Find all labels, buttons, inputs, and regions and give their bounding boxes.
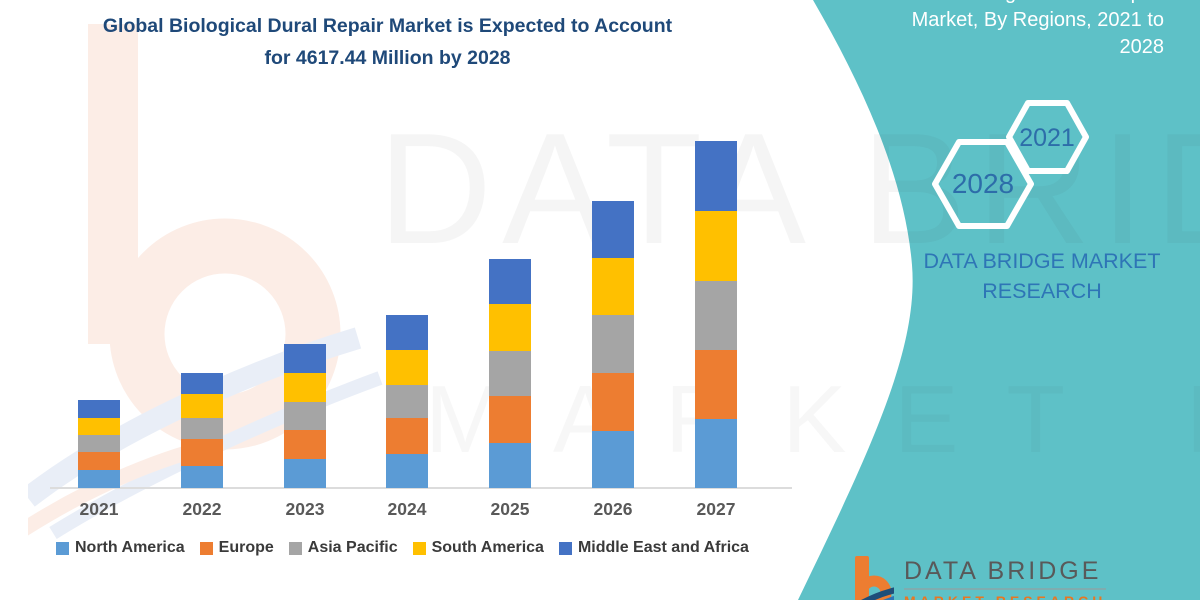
- bar-segment-europe: [592, 373, 634, 431]
- bar-segment-europe: [386, 418, 428, 454]
- legend-item-south-america: South America: [412, 539, 544, 557]
- databridge-logo: DATA BRIDGE MARKET RESEARCH: [846, 556, 1107, 600]
- logo-divider: [904, 588, 1107, 590]
- bar-segment-europe: [695, 350, 737, 419]
- legend-item-europe: Europe: [199, 539, 274, 557]
- legend-label: South America: [431, 539, 544, 556]
- bar-segment-north-america: [695, 419, 737, 488]
- legend-swatch: [412, 541, 426, 555]
- x-axis-label-2024: 2024: [387, 499, 427, 519]
- bar-segment-south-america: [386, 350, 428, 385]
- x-axis-label-2022: 2022: [182, 499, 222, 519]
- side-panel-heading: Global Biological Dural Repair Market, B…: [897, 0, 1164, 61]
- bar-segment-middle-east-and-africa: [592, 201, 634, 258]
- bar-segment-middle-east-and-africa: [489, 259, 531, 304]
- bar-segment-asia-pacific: [592, 315, 634, 373]
- bar-segment-south-america: [78, 418, 120, 435]
- legend-label: Europe: [218, 539, 274, 556]
- bar-segment-north-america: [78, 470, 120, 488]
- side-panel-heading-line1: Global Biological Dural Repair: [897, 0, 1164, 7]
- x-axis-label-2021: 2021: [79, 499, 119, 519]
- legend-label: Middle East and Africa: [577, 539, 749, 556]
- bar-segment-middle-east-and-africa: [695, 141, 737, 211]
- bar-segment-middle-east-and-africa: [284, 344, 326, 373]
- stacked-bar-2024: [386, 315, 428, 488]
- legend-swatch: [558, 541, 572, 555]
- logo-name: DATA BRIDGE: [904, 557, 1102, 585]
- x-axis-label-2025: 2025: [490, 499, 530, 519]
- x-axis-label-2027: 2027: [696, 499, 736, 519]
- legend-item-asia-pacific: Asia Pacific: [288, 539, 398, 557]
- watermark-text-line2: MARKET RESEARCH: [425, 372, 1200, 468]
- bar-segment-north-america: [489, 443, 531, 488]
- brand-text: DATA BRIDGE MARKET RESEARCH: [912, 246, 1172, 306]
- hexagon-2028-label: 2028: [952, 168, 1014, 199]
- hexagon-2021-label: 2021: [1019, 124, 1075, 152]
- hexagon-badges: 2028 2021: [932, 100, 1089, 229]
- bar-segment-north-america: [592, 431, 634, 488]
- bar-segment-asia-pacific: [386, 385, 428, 418]
- chart-title-line2: for 4617.44 Million by 2028: [264, 47, 511, 69]
- legend-item-north-america: North America: [56, 539, 185, 557]
- stacked-bar-2021: [78, 400, 120, 488]
- legend: North America Europe Asia Pacific South Ame…: [56, 539, 764, 557]
- bar-segment-asia-pacific: [695, 281, 737, 350]
- bar-segment-asia-pacific: [181, 418, 223, 439]
- bar-segment-europe: [284, 430, 326, 459]
- side-panel-heading-line2: Market, By Regions, 2021 to: [911, 9, 1164, 31]
- legend-label: North America: [75, 539, 185, 556]
- chart-title: Global Biological Dural Repair Market is…: [75, 10, 700, 74]
- brand-text-line2: RESEARCH: [982, 279, 1102, 303]
- x-axis-label-2026: 2026: [593, 499, 633, 519]
- bar-segment-north-america: [284, 459, 326, 488]
- bar-segment-north-america: [386, 454, 428, 488]
- bar-segment-south-america: [489, 304, 531, 351]
- legend-swatch: [199, 541, 213, 555]
- side-panel-heading-line3: 2028: [1119, 36, 1165, 58]
- logo-subtext: MARKET RESEARCH: [904, 593, 1106, 600]
- stacked-bar-2022: [181, 373, 223, 488]
- bar-segment-asia-pacific: [78, 435, 120, 452]
- stacked-bar-2027: [695, 141, 737, 488]
- bar-segment-south-america: [695, 211, 737, 281]
- bar-segment-europe: [181, 439, 223, 466]
- bar-segment-north-america: [181, 466, 223, 488]
- stacked-bar-2025: [489, 259, 531, 488]
- hexagon-2028-icon: 2028: [932, 139, 1034, 229]
- brand-text-line1: DATA BRIDGE MARKET: [923, 249, 1161, 273]
- stacked-bar-2026: [592, 201, 634, 488]
- legend-label: Asia Pacific: [307, 539, 398, 556]
- bar-segment-middle-east-and-africa: [78, 400, 120, 418]
- stacked-bar-2023: [284, 344, 326, 488]
- legend-swatch: [288, 541, 302, 555]
- bar-segment-asia-pacific: [284, 402, 326, 430]
- bar-segment-south-america: [181, 394, 223, 418]
- x-axis-line: [50, 487, 792, 489]
- databridge-b-icon: [855, 556, 894, 600]
- bar-segment-south-america: [284, 373, 326, 402]
- bar-segment-south-america: [592, 258, 634, 315]
- bar-segment-europe: [489, 396, 531, 443]
- legend-item-middle-east-and-africa: Middle East and Africa: [558, 539, 749, 557]
- chart-title-line1: Global Biological Dural Repair Market is…: [102, 15, 673, 37]
- hexagon-2021-icon: 2021: [1006, 100, 1089, 174]
- bar-segment-middle-east-and-africa: [181, 373, 223, 394]
- bar-segment-middle-east-and-africa: [386, 315, 428, 350]
- bar-segment-europe: [78, 452, 120, 470]
- x-axis-label-2023: 2023: [285, 499, 325, 519]
- bar-segment-asia-pacific: [489, 351, 531, 396]
- legend-swatch: [56, 541, 69, 555]
